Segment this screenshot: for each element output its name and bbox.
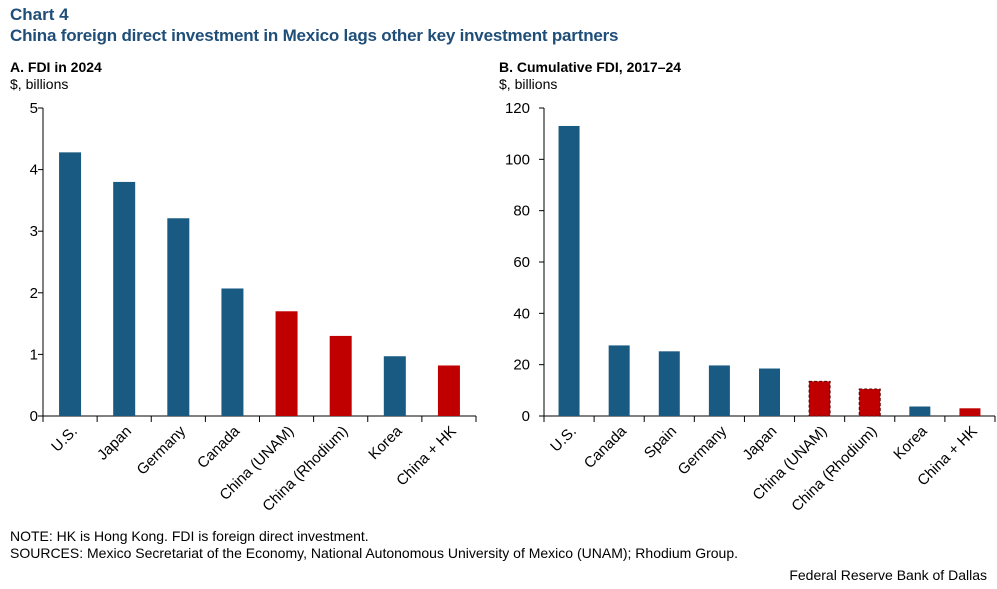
panel-b-bar-korea: [909, 406, 931, 416]
panel-a-bar-china-rhodium: [329, 335, 352, 416]
panel-a-bar-china-hk: [437, 365, 460, 416]
chart-sources: SOURCES: Mexico Secretariat of the Econo…: [10, 545, 739, 561]
panel-b-y-tick-label: 60: [513, 254, 530, 271]
panel-b-unit-label: $, billions: [499, 76, 558, 92]
panel-a-bar-japan: [113, 181, 136, 416]
panel-a-bar-u-s: [59, 152, 82, 417]
panel-b-category-label: Spain: [641, 423, 680, 462]
panel-a-y-tick-label: 1: [30, 346, 38, 363]
panel-a-bar-korea: [383, 356, 406, 416]
panel-b-category-label: U.S.: [547, 423, 580, 456]
panel-b-category-label: Japan: [739, 423, 780, 464]
chart-note: NOTE: HK is Hong Kong. FDI is foreign di…: [10, 528, 369, 544]
panel-b-category-label: Korea: [890, 422, 931, 463]
panel-b-category-label: Canada: [581, 422, 631, 472]
credit-line: Federal Reserve Bank of Dallas: [789, 567, 987, 583]
panel-b-bar-germany: [708, 365, 730, 416]
panel-a-bar-canada: [221, 288, 244, 416]
panel-b-bar-china-hk: [959, 408, 981, 416]
panel-a-y-tick-label: 4: [30, 162, 38, 179]
panel-a-y-tick-label: 0: [30, 408, 38, 425]
panel-b-y-tick-label: 120: [505, 100, 530, 117]
panel-b-y-tick-label: 100: [505, 151, 530, 168]
panel-b-bar-china-rhodium: [858, 388, 881, 417]
chart-number: Chart 4: [10, 5, 69, 24]
panel-a-unit-label: $, billions: [10, 76, 69, 92]
panel-b-bar-japan: [759, 368, 780, 416]
panel-b-title: B. Cumulative FDI, 2017–24: [499, 59, 682, 75]
panel-a-y-tick-label: 2: [30, 285, 38, 302]
panel-a-y-tick-label: 5: [30, 100, 38, 117]
chart-title: China foreign direct investment in Mexic…: [10, 26, 619, 45]
panel-b-bar-china-unam: [808, 380, 831, 417]
panel-a-title: A. FDI in 2024: [10, 59, 102, 75]
panel-b-y-tick-label: 0: [522, 408, 530, 425]
panel-b-category-label: China (Rhodium): [788, 423, 880, 515]
panel-a-y-tick-label: 3: [30, 223, 38, 240]
panel-a-bar-germany: [167, 218, 190, 416]
panel-b-bar-u-s: [558, 125, 580, 416]
panel-b-bar-spain: [658, 351, 680, 416]
panel-b-category-label: Germany: [675, 422, 731, 478]
panel-b-bar-canada: [608, 345, 630, 416]
panel-a-bar-china-unam: [275, 311, 298, 416]
panel-b-y-tick-label: 80: [513, 203, 530, 220]
panel-b-y-tick-label: 20: [513, 357, 530, 374]
panel-b-y-tick-label: 40: [513, 305, 530, 322]
